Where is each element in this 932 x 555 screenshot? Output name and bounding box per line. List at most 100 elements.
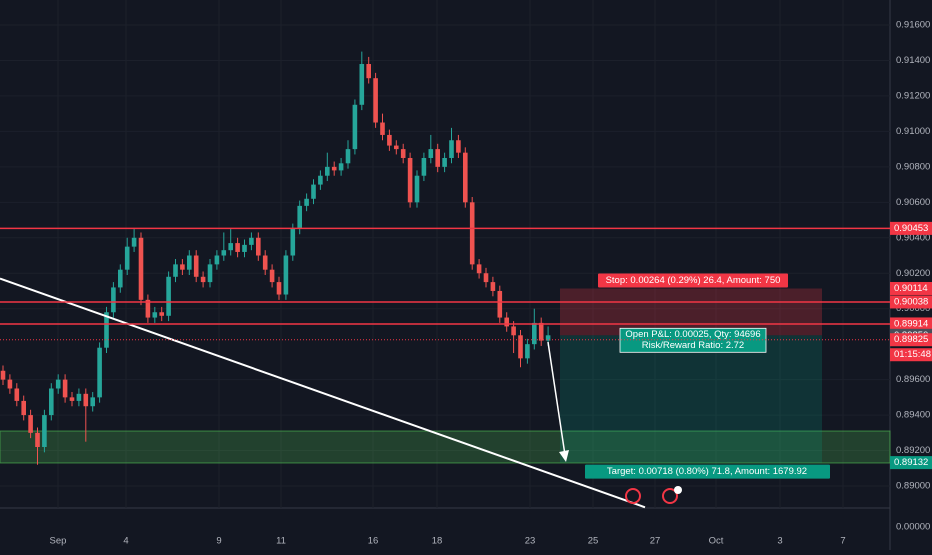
candle-body (69, 397, 75, 401)
candle-body (463, 152, 468, 203)
y-tick-label: 0.90800 (896, 161, 930, 172)
y-tick-label: 0.90600 (896, 197, 930, 208)
x-tick-label: 23 (525, 536, 536, 547)
ratio-label: Risk/Reward Ratio: 2.72 (642, 340, 744, 351)
event-icon[interactable] (625, 488, 641, 504)
candle-body (352, 104, 358, 150)
candle-body (131, 237, 137, 247)
pnl-box (619, 327, 767, 353)
candle-body (269, 269, 275, 283)
y-tick-label: 0.89600 (896, 374, 930, 385)
candle-body (221, 250, 227, 256)
y-tick-label: 0.91000 (896, 126, 930, 137)
price-tag (890, 295, 932, 309)
candle-body (304, 198, 309, 206)
candle-body (373, 78, 378, 123)
candle-body (193, 255, 199, 277)
candle-body (76, 393, 82, 401)
price-tag-label: 0.89825 (894, 334, 928, 345)
candle-body (159, 312, 164, 316)
candle-body (83, 393, 89, 407)
candle-body (62, 379, 68, 398)
candle-body (400, 149, 406, 158)
candle-body (449, 140, 454, 158)
price-tag-label: 0.90114 (894, 283, 928, 294)
candle-body (345, 149, 351, 164)
candle-body (49, 388, 54, 416)
candle-body (387, 134, 392, 146)
x-tick-label: 16 (368, 536, 379, 547)
candle-body (276, 282, 282, 295)
candle-body (0, 370, 6, 380)
candle-body (532, 322, 537, 345)
candle-body (421, 157, 427, 176)
candle-body (28, 415, 33, 433)
candle-body (469, 202, 475, 265)
candle-body (207, 264, 213, 283)
candle-body (283, 255, 289, 295)
candle-body (414, 175, 420, 203)
price-tag (890, 333, 932, 347)
candle-body (366, 64, 371, 79)
candle-body (331, 166, 337, 171)
candle-body (97, 347, 102, 398)
candle-body (7, 379, 13, 389)
candle-body (124, 246, 130, 270)
trendline (0, 277, 646, 509)
candle-body (21, 400, 26, 416)
y-tick-label: 0.91200 (896, 90, 930, 101)
y-tick-label: 0.90400 (896, 232, 930, 243)
x-tick-label: Oct (709, 536, 724, 547)
y-tick-label: 0.89000 (896, 481, 930, 492)
candle-body (180, 264, 185, 270)
event-icon[interactable] (662, 488, 678, 504)
y-tick-label: 0.90000 (896, 303, 930, 314)
price-tag-label: 0.89914 (894, 318, 928, 329)
candle-body (545, 335, 551, 341)
candle-body (166, 276, 171, 316)
candle-body (297, 205, 302, 229)
candle-body (490, 282, 496, 291)
candle-body (235, 243, 240, 252)
candle-body (152, 312, 158, 318)
candle-body (173, 264, 178, 277)
candle-body (262, 255, 268, 270)
candle-body (187, 255, 192, 270)
price-tag (890, 221, 932, 235)
x-tick-label: 27 (650, 536, 661, 547)
y-tick-label: 0.89400 (896, 410, 930, 421)
stop-label-box (598, 273, 788, 288)
y-tick-label: 0.91400 (896, 55, 930, 66)
candle-body (55, 379, 61, 389)
x-tick-label: Sep (50, 536, 67, 547)
candle-body (380, 122, 385, 135)
candle-body (325, 166, 330, 176)
x-tick-label: 3 (777, 536, 782, 547)
candle-body (256, 237, 261, 256)
candle-body (483, 273, 489, 283)
price-tag-label: 0.90453 (894, 223, 928, 234)
price-tag (890, 281, 932, 295)
candle-body (476, 264, 482, 274)
candle-body (511, 326, 516, 336)
candle-body (504, 317, 509, 327)
candle-body (311, 184, 316, 199)
candle-body (90, 397, 95, 407)
candle-body (214, 255, 220, 265)
candle-body (118, 269, 123, 288)
x-tick-label: 25 (588, 536, 599, 547)
candle-body (538, 322, 544, 341)
arrow-head (559, 450, 569, 462)
candle-body (14, 388, 20, 401)
arrow (547, 341, 566, 456)
candle-body (359, 64, 365, 105)
x-tick-label: 18 (432, 536, 443, 547)
candle-body (518, 335, 523, 359)
price-tag (890, 456, 932, 470)
candle-body (435, 149, 440, 167)
price-tag (890, 317, 932, 331)
candle-body (242, 244, 247, 252)
pnl-label: Open P&L: 0.00025, Qty: 94696 (625, 329, 760, 340)
x-tick-label: 9 (216, 536, 221, 547)
